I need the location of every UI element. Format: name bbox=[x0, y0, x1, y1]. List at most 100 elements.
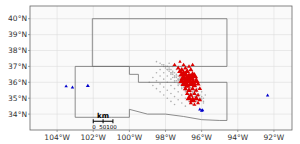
well bbox=[192, 102, 196, 105]
earthquake bbox=[172, 72, 174, 74]
earthquake bbox=[161, 64, 163, 66]
earthquake bbox=[156, 80, 158, 82]
plot-background bbox=[30, 6, 292, 130]
y-tick-label: 38°N bbox=[8, 46, 27, 55]
earthquake bbox=[181, 86, 183, 88]
earthquake bbox=[167, 69, 169, 71]
earthquake bbox=[172, 74, 174, 76]
x-tick-label: 98°W bbox=[155, 133, 176, 142]
chart: 104°W102°W100°W98°W96°W94°W92°W34°N35°N3… bbox=[0, 0, 300, 144]
series bbox=[75, 66, 227, 120]
well bbox=[200, 109, 203, 112]
well bbox=[192, 91, 197, 95]
grid-line bbox=[165, 6, 166, 130]
well bbox=[183, 86, 188, 90]
earthquake bbox=[152, 77, 154, 79]
well bbox=[193, 95, 199, 100]
scale-bar-tick bbox=[112, 119, 113, 123]
earthquake bbox=[181, 102, 183, 104]
earthquake bbox=[181, 88, 183, 90]
earthquake bbox=[159, 62, 161, 64]
earthquake bbox=[167, 89, 169, 91]
earthquake bbox=[192, 91, 194, 93]
well bbox=[198, 97, 203, 101]
earthquake bbox=[159, 69, 161, 71]
y-tick-label: 36°N bbox=[8, 78, 27, 87]
grid-line bbox=[237, 6, 238, 130]
earthquake bbox=[159, 75, 161, 77]
plot-area bbox=[64, 19, 269, 124]
grid-line bbox=[273, 6, 274, 130]
annotation: 0 50100 bbox=[92, 124, 117, 130]
earthquake bbox=[163, 64, 165, 66]
earthquake bbox=[168, 70, 170, 72]
earthquake bbox=[176, 77, 178, 79]
earthquake bbox=[185, 97, 187, 99]
x-tick-label: 102°W bbox=[80, 133, 106, 142]
y-tick-label: 40°N bbox=[8, 14, 27, 23]
earthquake bbox=[172, 77, 174, 79]
earthquake bbox=[174, 72, 176, 74]
earthquake bbox=[165, 67, 167, 69]
earthquake bbox=[177, 78, 179, 80]
series bbox=[148, 61, 206, 107]
y-tick-label: 37°N bbox=[8, 62, 27, 71]
well bbox=[188, 67, 193, 71]
border-line bbox=[75, 66, 227, 120]
earthquake bbox=[201, 97, 203, 99]
grid-line bbox=[30, 34, 292, 35]
earthquake bbox=[185, 91, 187, 93]
earthquake bbox=[170, 78, 172, 80]
y-tick-label: 39°N bbox=[8, 30, 27, 39]
earthquake bbox=[179, 83, 181, 85]
earthquake bbox=[174, 88, 176, 90]
x-tick-label: 94°W bbox=[227, 133, 248, 142]
well bbox=[266, 94, 269, 97]
x-tick-label: 100°W bbox=[117, 133, 143, 142]
earthquake bbox=[174, 104, 176, 106]
earthquake bbox=[156, 88, 158, 90]
earthquake bbox=[168, 62, 170, 64]
earthquake bbox=[174, 75, 176, 77]
earthquake bbox=[177, 85, 179, 87]
x-tick-label: 104°W bbox=[44, 133, 70, 142]
series bbox=[173, 60, 203, 106]
earthquake bbox=[163, 86, 165, 88]
well bbox=[185, 91, 190, 95]
well bbox=[173, 63, 177, 66]
border-line bbox=[92, 19, 227, 67]
well bbox=[191, 72, 198, 78]
well bbox=[178, 60, 181, 63]
earthquake bbox=[156, 61, 158, 63]
grid-line bbox=[30, 50, 292, 51]
earthquake bbox=[170, 74, 172, 76]
axes: 104°W102°W100°W98°W96°W94°W92°W34°N35°N3… bbox=[8, 6, 292, 142]
earthquake bbox=[168, 67, 170, 69]
earthquake bbox=[174, 80, 176, 82]
earthquake bbox=[177, 78, 179, 80]
well bbox=[190, 86, 195, 90]
earthquake bbox=[170, 93, 172, 95]
well bbox=[193, 77, 200, 83]
well bbox=[191, 63, 195, 66]
well bbox=[187, 64, 191, 67]
earthquake bbox=[174, 96, 176, 98]
earthquake bbox=[163, 94, 165, 96]
annotation: km bbox=[97, 112, 109, 120]
earthquake bbox=[176, 80, 178, 82]
earthquake bbox=[170, 69, 172, 71]
well bbox=[189, 101, 193, 104]
grid-line bbox=[93, 6, 94, 130]
earthquake bbox=[159, 91, 161, 93]
well bbox=[196, 101, 200, 104]
earthquake bbox=[174, 77, 176, 79]
earthquake bbox=[201, 96, 203, 98]
earthquake bbox=[185, 105, 187, 107]
x-tick-label: 96°W bbox=[191, 133, 212, 142]
earthquake bbox=[192, 91, 194, 93]
earthquake bbox=[203, 97, 205, 99]
series bbox=[64, 84, 269, 112]
earthquake bbox=[159, 83, 161, 85]
earthquake bbox=[203, 102, 205, 104]
earthquake bbox=[201, 91, 203, 93]
